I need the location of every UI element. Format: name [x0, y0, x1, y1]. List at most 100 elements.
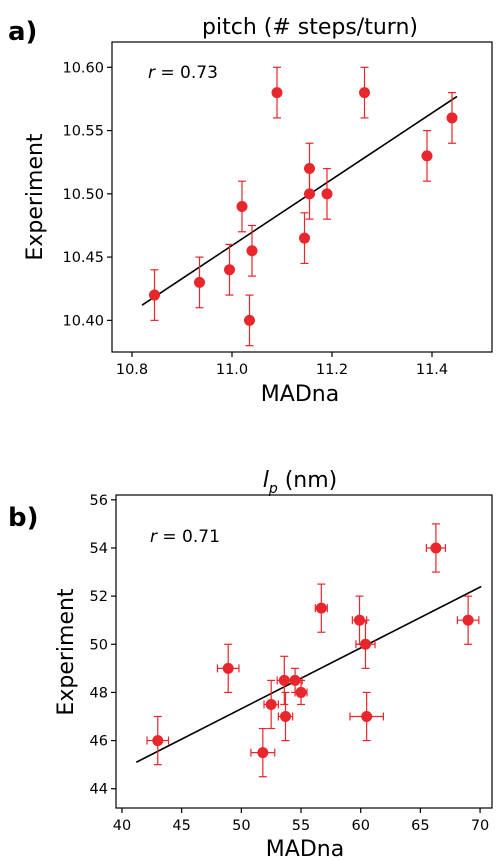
scatter-marker [246, 245, 258, 257]
panel-b-frame [115, 494, 493, 809]
data-point [250, 727, 276, 778]
scatter-marker [289, 674, 301, 686]
x-tick-label: 11.0 [216, 362, 248, 378]
panel-b-title-rest: (nm) [278, 468, 338, 493]
x-tick-label: 40 [113, 818, 131, 834]
data-point [425, 523, 447, 573]
y-tick-label: 44 [90, 782, 108, 798]
panel-b-x-label: MADna [266, 837, 344, 860]
data-point [194, 256, 205, 309]
y-tick-label: 46 [90, 734, 108, 750]
scatter-marker [354, 614, 366, 626]
y-tick-label: 10.50 [62, 187, 104, 203]
panel-a-frame [111, 41, 493, 353]
data-point [277, 691, 294, 742]
fit-line [135, 585, 482, 763]
panel-a-x-ticks: 10.8 11.0 11.2 11.4 [116, 352, 448, 378]
data-point [446, 92, 458, 144]
y-tick-label: 10.60 [62, 60, 104, 76]
panel-b-annotation-symbol: r [150, 527, 158, 547]
data-point [359, 66, 370, 119]
data-point [271, 66, 283, 119]
panel-b-title-subscript: p [268, 481, 278, 497]
x-tick-label: 11.2 [316, 362, 348, 378]
x-tick-label: 45 [172, 818, 190, 834]
scatter-marker [299, 232, 310, 244]
x-tick-label: 60 [351, 818, 369, 834]
data-point [321, 167, 333, 220]
panel-b: b) lp (nm) 40 45 50 55 60 65 70 44 46 48 50 52 54 56… [8, 468, 493, 860]
scatter-marker [315, 602, 327, 614]
x-tick-label: 11.4 [416, 362, 448, 378]
panel-a-plot [141, 66, 458, 347]
data-point [299, 212, 310, 265]
x-tick-label: 10.8 [116, 362, 148, 378]
y-tick-label: 56 [90, 493, 108, 509]
panel-b-title: lp (nm) [263, 468, 338, 497]
data-point [314, 583, 328, 633]
y-tick-label: 50 [90, 637, 108, 653]
scatter-marker [194, 276, 205, 288]
panel-b-annotation: r = 0.71 [150, 527, 220, 547]
panel-a: a) pitch (# steps/turn) 10.8 11.0 11.2 11.4… [8, 15, 493, 407]
scatter-marker [224, 264, 235, 276]
x-tick-label: 50 [232, 818, 250, 834]
scatter-marker [430, 542, 442, 554]
data-point [349, 691, 384, 742]
scatter-marker [359, 638, 371, 650]
panel-b-plot [135, 523, 482, 778]
panel-b-x-ticks: 40 45 50 55 60 65 70 [113, 808, 489, 834]
scatter-marker [222, 662, 234, 674]
panel-b-y-ticks: 44 46 48 50 52 54 56 [90, 493, 116, 798]
y-tick-label: 52 [90, 589, 108, 605]
data-point [294, 679, 308, 706]
scatter-marker [244, 314, 255, 326]
panel-a-annotation-symbol: r [148, 63, 156, 83]
data-point [355, 619, 376, 669]
panel-a-y-label: Experiment [23, 133, 48, 260]
scatter-marker [149, 289, 160, 301]
panel-a-title: pitch (# steps/turn) [202, 15, 418, 40]
data-point [149, 269, 160, 321]
panel-a-x-label: MADna [261, 382, 339, 407]
scatter-marker [462, 614, 474, 626]
panel-b-title-symbol: l [263, 468, 269, 493]
scatter-marker [359, 87, 370, 99]
y-tick-label: 10.55 [62, 124, 104, 140]
fit-line [141, 95, 458, 306]
x-tick-label: 70 [471, 818, 489, 834]
scatter-marker [265, 698, 277, 710]
scatter-marker [304, 188, 315, 200]
panel-b-annotation-value: = 0.71 [157, 527, 220, 547]
scatter-marker [421, 150, 433, 162]
data-point [146, 715, 170, 766]
data-point [236, 180, 248, 233]
panel-a-annotation-value: = 0.73 [155, 63, 218, 83]
data-point [224, 243, 235, 296]
y-tick-label: 10.45 [62, 250, 104, 266]
panel-a-y-ticks: 10.40 10.45 10.50 10.55 10.60 [62, 60, 112, 329]
scatter-marker [279, 711, 291, 723]
panel-b-y-label: Experiment [54, 588, 79, 715]
data-point [246, 224, 258, 277]
panel-a-label: a) [8, 17, 37, 47]
data-point [456, 595, 480, 645]
scatter-marker [295, 686, 307, 698]
panel-a-annotation: r = 0.73 [148, 63, 218, 83]
scatter-marker [278, 674, 290, 686]
y-tick-label: 54 [90, 541, 108, 557]
x-tick-label: 65 [411, 818, 429, 834]
scatter-marker [361, 711, 373, 723]
data-point [421, 129, 433, 182]
data-point [263, 679, 279, 730]
data-point [351, 595, 368, 645]
y-tick-label: 48 [90, 685, 108, 701]
scatter-marker [257, 747, 269, 759]
scatter-marker [271, 87, 283, 99]
scatter-marker [152, 735, 164, 747]
scatter-marker [446, 112, 458, 124]
data-point [304, 167, 315, 220]
x-tick-label: 55 [292, 818, 310, 834]
scatter-marker [236, 200, 248, 212]
